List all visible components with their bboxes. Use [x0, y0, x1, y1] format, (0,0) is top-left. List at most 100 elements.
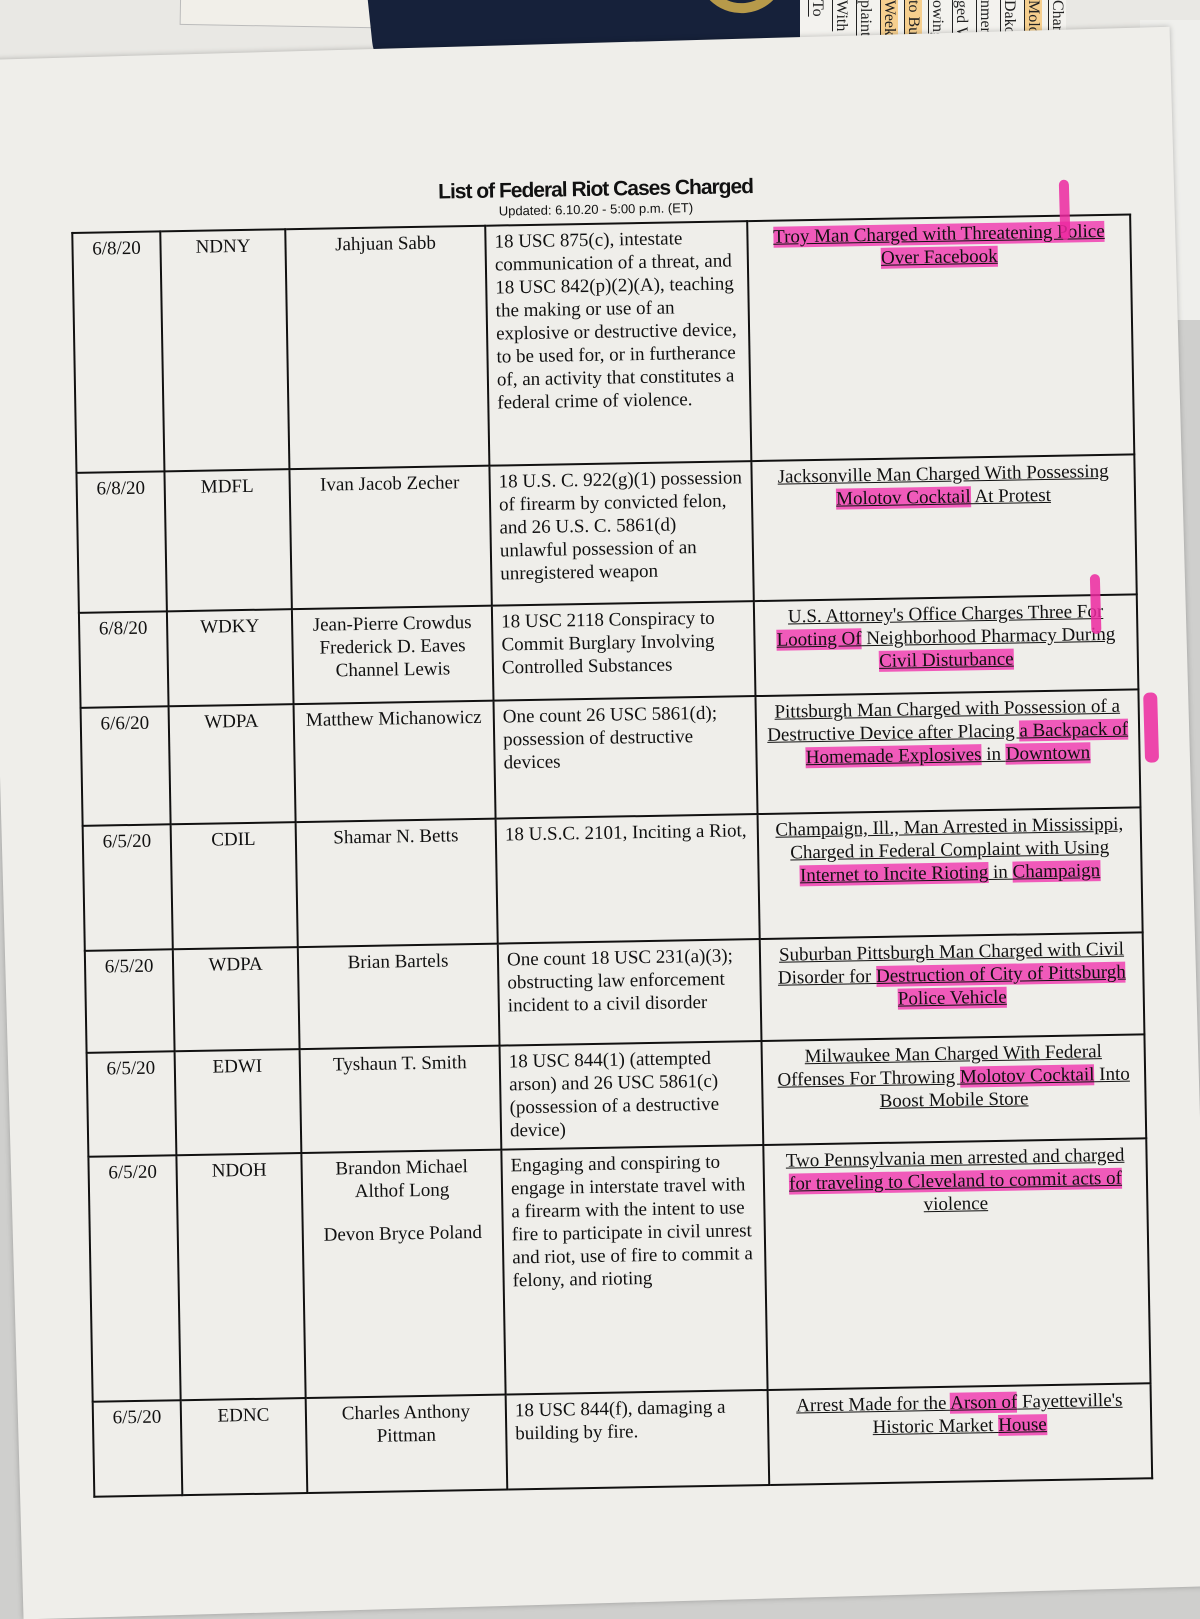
- headline-text: At Protest: [970, 484, 1052, 508]
- case-charges: 18 USC 875(c), intestate communication o…: [485, 221, 752, 466]
- headline-text: Champaign, Ill., Man Arrested in Mississ…: [775, 813, 1124, 864]
- case-charges: One count 18 USC 231(a)(3); obstructing …: [497, 939, 762, 1046]
- table-row: 6/8/20 NDNY Jahjuan Sabb 18 USC 875(c), int…: [72, 214, 1135, 473]
- case-district: NDNY: [160, 229, 290, 472]
- case-district: MDFL: [164, 469, 292, 612]
- headline-text: U.S. Attorney's Office Charges Three For: [787, 600, 1104, 628]
- case-press-release: Champaign, Ill., Man Arrested in Mississ…: [757, 807, 1143, 940]
- highlighted-text: Molotov Cocktail: [835, 486, 971, 510]
- case-district: WDPA: [168, 704, 296, 825]
- case-date: 6/6/20: [80, 706, 171, 826]
- case-press-release: U.S. Attorney's Office Charges Three For…: [753, 594, 1139, 697]
- headline-text: Arrest Made for the: [795, 1392, 951, 1417]
- case-defendants: Shamar N. Betts: [295, 818, 498, 948]
- case-defendants: Jean-Pierre Crowdus Frederick D. Eaves Cha…: [291, 605, 494, 705]
- case-date: 6/5/20: [82, 824, 173, 951]
- case-charges: One count 26 USC 5861(d); possession of …: [493, 696, 758, 819]
- case-press-release: Milwaukee Man Charged With Federal Offen…: [761, 1034, 1147, 1146]
- defendant-name: Frederick D. Eaves: [319, 635, 466, 659]
- case-charges: 18 USC 844(f), damaging a building by fi…: [505, 1389, 770, 1490]
- table-row: 6/6/20 WDPA Matthew Michanowicz One count 2…: [80, 689, 1141, 826]
- defendant-name: Jean-Pierre Crowdus: [312, 612, 472, 636]
- case-defendants: Ivan Jacob Zecher: [289, 465, 492, 610]
- headline-text: in: [988, 861, 1013, 884]
- document-page: List of Federal Riot Cases Charged Updat…: [0, 26, 1200, 1619]
- clipping-text: With: [833, 0, 850, 32]
- case-date: 6/8/20: [72, 231, 165, 473]
- press-release-link[interactable]: Troy Man Charged with Threatening Police…: [772, 220, 1105, 269]
- press-release-link[interactable]: Champaign, Ill., Man Arrested in Mississ…: [775, 814, 1123, 887]
- press-release-link[interactable]: Pittsburgh Man Charged with Possession o…: [767, 696, 1129, 769]
- highlighter-mark: [1058, 179, 1071, 240]
- case-defendants: Brian Bartels: [297, 943, 500, 1050]
- case-defendants: Matthew Michanowicz: [293, 700, 496, 823]
- highlighted-text: Troy Man Charged with Threatening Police…: [772, 220, 1105, 269]
- defendant-name: Jahjuan Sabb: [334, 232, 437, 256]
- case-date: 6/8/20: [76, 471, 167, 613]
- case-date: 6/5/20: [84, 949, 175, 1053]
- case-date: 6/5/20: [88, 1155, 181, 1402]
- case-press-release: Arrest Made for the Arson of Fayettevill…: [767, 1383, 1153, 1485]
- headline-text: Neighborhood Pharmacy During: [861, 623, 1116, 650]
- highlighted-text: Arson of: [950, 1391, 1018, 1414]
- cases-table: 6/8/20 NDNY Jahjuan Sabb 18 USC 875(c), int…: [71, 213, 1153, 1497]
- highlighted-text: Downtown: [1005, 742, 1091, 765]
- clipping-text: plaint: [857, 0, 874, 37]
- case-district: WDPA: [172, 947, 300, 1052]
- highlighter-mark: [1089, 573, 1102, 635]
- case-defendants: Tyshaun T. Smith: [299, 1045, 502, 1154]
- defendant-name: Charles Anthony Pittman: [341, 1401, 471, 1447]
- press-release-link[interactable]: Two Pennsylvania men arrested and charge…: [786, 1145, 1125, 1216]
- table-row: 6/5/20 EDNC Charles Anthony Pittman 18 USC …: [92, 1383, 1153, 1497]
- defendant-name: Devon Bryce Poland: [323, 1221, 483, 1246]
- case-press-release: Two Pennsylvania men arrested and charge…: [763, 1138, 1151, 1390]
- highlighted-text: House: [998, 1414, 1047, 1436]
- highlighted-text: Molotov Cocktail: [959, 1064, 1095, 1088]
- case-defendants: Jahjuan Sabb: [285, 225, 490, 470]
- headline-text: Two Pennsylvania men arrested and charge…: [785, 1144, 1125, 1172]
- case-press-release: Suburban Pittsburgh Man Charged with Civ…: [759, 932, 1145, 1042]
- case-charges: 18 U.S. C. 922(g)(1) possession of firea…: [489, 461, 754, 606]
- defendant-name: Matthew Michanowicz: [305, 706, 482, 731]
- highlighted-text: Looting Of: [776, 628, 862, 651]
- press-release-link[interactable]: U.S. Attorney's Office Charges Three For…: [776, 600, 1116, 672]
- defendant-name: Brian Bartels: [347, 950, 449, 974]
- table-row: 6/8/20 WDKY Jean-Pierre Crowdus Frederick D…: [78, 594, 1139, 708]
- case-district: EDNC: [180, 1398, 308, 1496]
- table-row: 6/5/20 EDWI Tyshaun T. Smith 18 USC 844(1) …: [86, 1034, 1147, 1157]
- table-row: 6/5/20 NDOH Brandon Michael Althof Long Dev…: [88, 1138, 1151, 1402]
- case-charges: 18 USC 844(1) (attempted arson) and 26 U…: [499, 1041, 764, 1150]
- case-charges: 18 U.S.C. 2101, Inciting a Riot,: [495, 814, 760, 944]
- press-release-link[interactable]: Arrest Made for the Arson of Fayettevill…: [796, 1390, 1123, 1438]
- table-row: 6/8/20 MDFL Ivan Jacob Zecher 18 U.S. C. 92…: [76, 454, 1137, 613]
- highlighted-text: for traveling to Cleveland to commit act…: [788, 1167, 1123, 1195]
- case-date: 6/5/20: [86, 1051, 177, 1157]
- press-release-link[interactable]: Suburban Pittsburgh Man Charged with Civ…: [778, 939, 1126, 1010]
- highlighted-text: Civil Disturbance: [878, 648, 1014, 672]
- table-row: 6/5/20 CDIL Shamar N. Betts 18 U.S.C. 2101,…: [82, 807, 1143, 951]
- case-defendants: Brandon Michael Althof Long Devon Bryce P…: [301, 1149, 506, 1399]
- defendant-name: Channel Lewis: [335, 658, 451, 682]
- highlighted-text: Destruction of City of Pittsburgh Police…: [875, 961, 1126, 1010]
- press-release-link[interactable]: Jacksonville Man Charged With Possessing…: [777, 460, 1109, 510]
- highlighted-text: Champaign: [1012, 860, 1101, 883]
- press-release-link[interactable]: Milwaukee Man Charged With Federal Offen…: [777, 1041, 1130, 1112]
- case-press-release: Troy Man Charged with Threatening Police…: [747, 214, 1135, 462]
- defendant-name: Shamar N. Betts: [333, 825, 459, 849]
- clipping-text: nment: [977, 0, 994, 40]
- defendant-name: Brandon Michael Althof Long: [335, 1156, 469, 1203]
- defendant-name: Tyshaun T. Smith: [332, 1052, 467, 1076]
- headline-text: Jacksonville Man Charged With Possessing: [777, 460, 1109, 488]
- highlighter-mark: [1143, 692, 1160, 763]
- case-district: CDIL: [170, 822, 298, 950]
- case-date: 6/5/20: [92, 1400, 183, 1497]
- highlighted-text: Internet to Incite Rioting: [799, 862, 989, 887]
- case-press-release: Jacksonville Man Charged With Possessing…: [751, 454, 1137, 602]
- case-defendants: Charles Anthony Pittman: [305, 1394, 508, 1494]
- clipping-text: To: [809, 0, 826, 17]
- case-press-release: Pittsburgh Man Charged with Possession o…: [755, 689, 1141, 815]
- case-charges: 18 USC 2118 Conspiracy to Commit Burglar…: [491, 601, 756, 701]
- defendant-name: Ivan Jacob Zecher: [319, 472, 460, 496]
- headline-text: violence: [923, 1193, 989, 1216]
- case-district: EDWI: [174, 1049, 302, 1156]
